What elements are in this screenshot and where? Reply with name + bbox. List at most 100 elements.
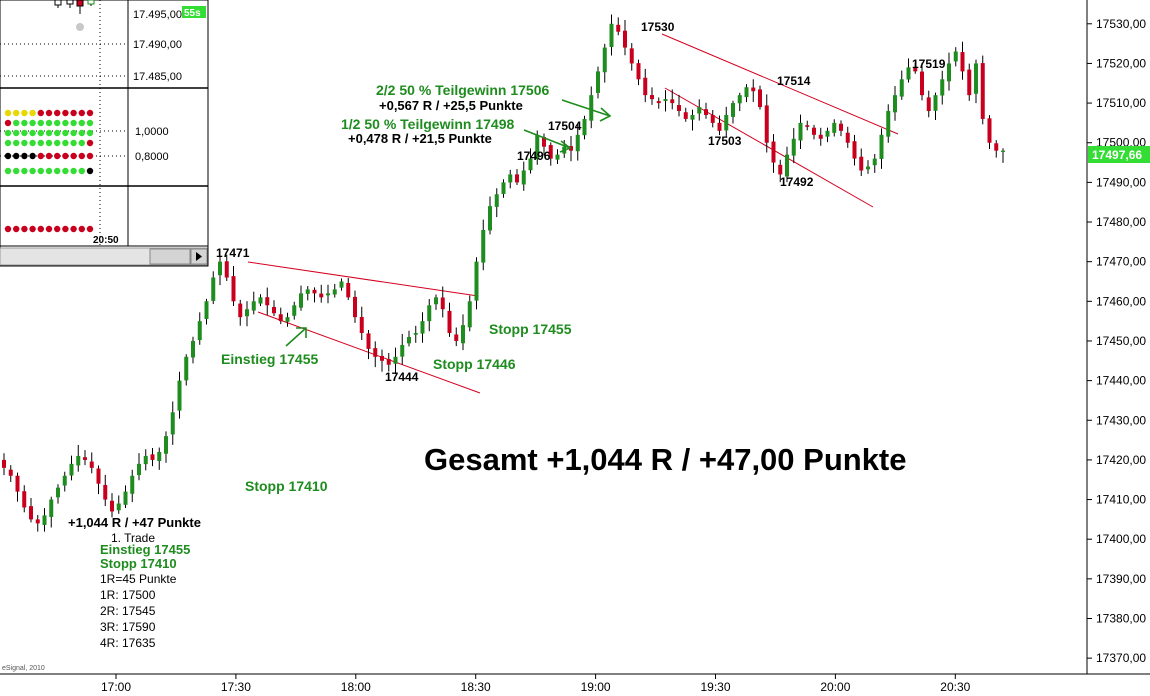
price-tick-label: 17490,00 bbox=[1096, 175, 1146, 189]
candle bbox=[467, 295, 472, 332]
price-tick-label: 17530,00 bbox=[1096, 17, 1146, 31]
candle bbox=[879, 128, 884, 169]
candle bbox=[150, 448, 155, 467]
candle bbox=[373, 341, 378, 368]
label-17504: 17504 bbox=[548, 119, 582, 133]
indicator-dot bbox=[70, 109, 77, 117]
candle bbox=[805, 120, 810, 131]
candle bbox=[818, 127, 823, 146]
candle bbox=[778, 159, 783, 183]
candle bbox=[717, 115, 722, 136]
candle bbox=[839, 120, 843, 137]
label-17503: 17503 bbox=[708, 134, 742, 148]
indicator-dot bbox=[37, 129, 44, 137]
indicator-dot bbox=[54, 129, 61, 137]
indicator-dot bbox=[4, 119, 12, 127]
price-tick-label: 17510,00 bbox=[1096, 96, 1146, 110]
indicator-dot bbox=[70, 119, 77, 127]
indicator-dot bbox=[21, 109, 28, 117]
indicator-dot bbox=[78, 119, 86, 127]
label-17492: 17492 bbox=[780, 175, 814, 189]
candle bbox=[258, 294, 263, 307]
indicator-dot bbox=[62, 225, 69, 233]
candle bbox=[42, 508, 47, 532]
inset-price-tick-2: 17.490,00 bbox=[133, 39, 182, 51]
candle bbox=[143, 449, 148, 471]
candle bbox=[832, 119, 837, 137]
indicator-dot bbox=[78, 152, 86, 160]
inset-badge-bg bbox=[182, 6, 206, 18]
indicator-dot bbox=[54, 225, 61, 233]
candle bbox=[501, 179, 506, 198]
trade-annotations: Einstieg 17455 Stopp 17410 Stopp 17446 S… bbox=[221, 82, 572, 494]
indicator-dot bbox=[45, 152, 53, 160]
candle bbox=[211, 271, 216, 305]
price-tick-label: 17370,00 bbox=[1096, 651, 1146, 665]
indicator-dot bbox=[21, 152, 28, 160]
candle bbox=[184, 354, 189, 386]
inset-window: 17.495,00 55s 17.490,00 17.485,00 1,0000… bbox=[0, 0, 209, 267]
candle bbox=[494, 188, 499, 218]
candle bbox=[400, 333, 405, 365]
candle bbox=[812, 124, 816, 140]
time-tick-label: 17:30 bbox=[221, 680, 251, 694]
einstieg-arrow-icon bbox=[285, 327, 307, 347]
indicator-dot bbox=[13, 119, 20, 127]
candle bbox=[461, 314, 465, 351]
candle bbox=[312, 287, 317, 303]
candle bbox=[116, 495, 121, 514]
candle bbox=[872, 153, 877, 173]
candle bbox=[643, 68, 648, 103]
candle bbox=[731, 100, 735, 124]
price-tick-label: 17410,00 bbox=[1096, 493, 1146, 507]
indicator-dot bbox=[4, 139, 12, 147]
total-result: Gesamt +1,044 R / +47,00 Punkte bbox=[424, 442, 907, 477]
indicator-dot bbox=[21, 167, 28, 175]
candle bbox=[899, 70, 904, 100]
candle bbox=[346, 277, 351, 300]
indicator-dot bbox=[4, 129, 12, 137]
trade-result: +1,044 R / +47 Punkte bbox=[68, 515, 201, 530]
candle bbox=[528, 148, 533, 174]
inset-indicator-tick-1: 1,0000 bbox=[135, 126, 169, 138]
candle bbox=[575, 124, 580, 161]
candle bbox=[164, 431, 168, 463]
indicator-dot bbox=[86, 129, 94, 137]
current-price-value: 17497,66 bbox=[1092, 148, 1142, 162]
indicator-dot bbox=[13, 152, 20, 160]
einstieg-label: Einstieg 17455 bbox=[221, 351, 318, 367]
candle bbox=[413, 325, 418, 343]
candle bbox=[15, 472, 20, 502]
indicator-dot bbox=[13, 129, 20, 137]
candle bbox=[434, 294, 438, 310]
inset-scroll-thumb[interactable] bbox=[149, 248, 191, 265]
inset-indicator-dots bbox=[4, 109, 94, 233]
time-axis: 17:00 17:30 18:00 18:30 19:00 19:30 20:00 20:30 bbox=[101, 674, 971, 694]
time-tick-label: 18:00 bbox=[341, 680, 371, 694]
candle bbox=[197, 312, 202, 345]
label-17496: 17496 bbox=[517, 149, 551, 163]
candle bbox=[123, 485, 128, 508]
candle bbox=[420, 312, 425, 343]
candle bbox=[710, 109, 715, 128]
candle bbox=[866, 160, 870, 174]
teilgewinn-2-result: +0,567 R / +25,5 Punkte bbox=[379, 98, 523, 113]
indicator-dot bbox=[62, 109, 69, 117]
candle bbox=[663, 90, 668, 112]
candle bbox=[629, 43, 634, 71]
price-tick-label: 17440,00 bbox=[1096, 374, 1146, 388]
indicator-dot bbox=[70, 129, 77, 137]
trade-target-4r: 4R: 17635 bbox=[100, 636, 156, 650]
candle bbox=[555, 149, 560, 165]
candle bbox=[488, 196, 492, 235]
inset-scrollbar[interactable] bbox=[0, 247, 208, 266]
candle bbox=[785, 146, 789, 183]
candle bbox=[852, 134, 857, 166]
stopp-17455-label: Stopp 17455 bbox=[489, 321, 572, 337]
candle bbox=[366, 329, 371, 360]
candle bbox=[8, 465, 13, 483]
price-tick-label: 17470,00 bbox=[1096, 255, 1146, 269]
indicator-dot bbox=[21, 129, 28, 137]
indicator-dot bbox=[86, 109, 94, 117]
